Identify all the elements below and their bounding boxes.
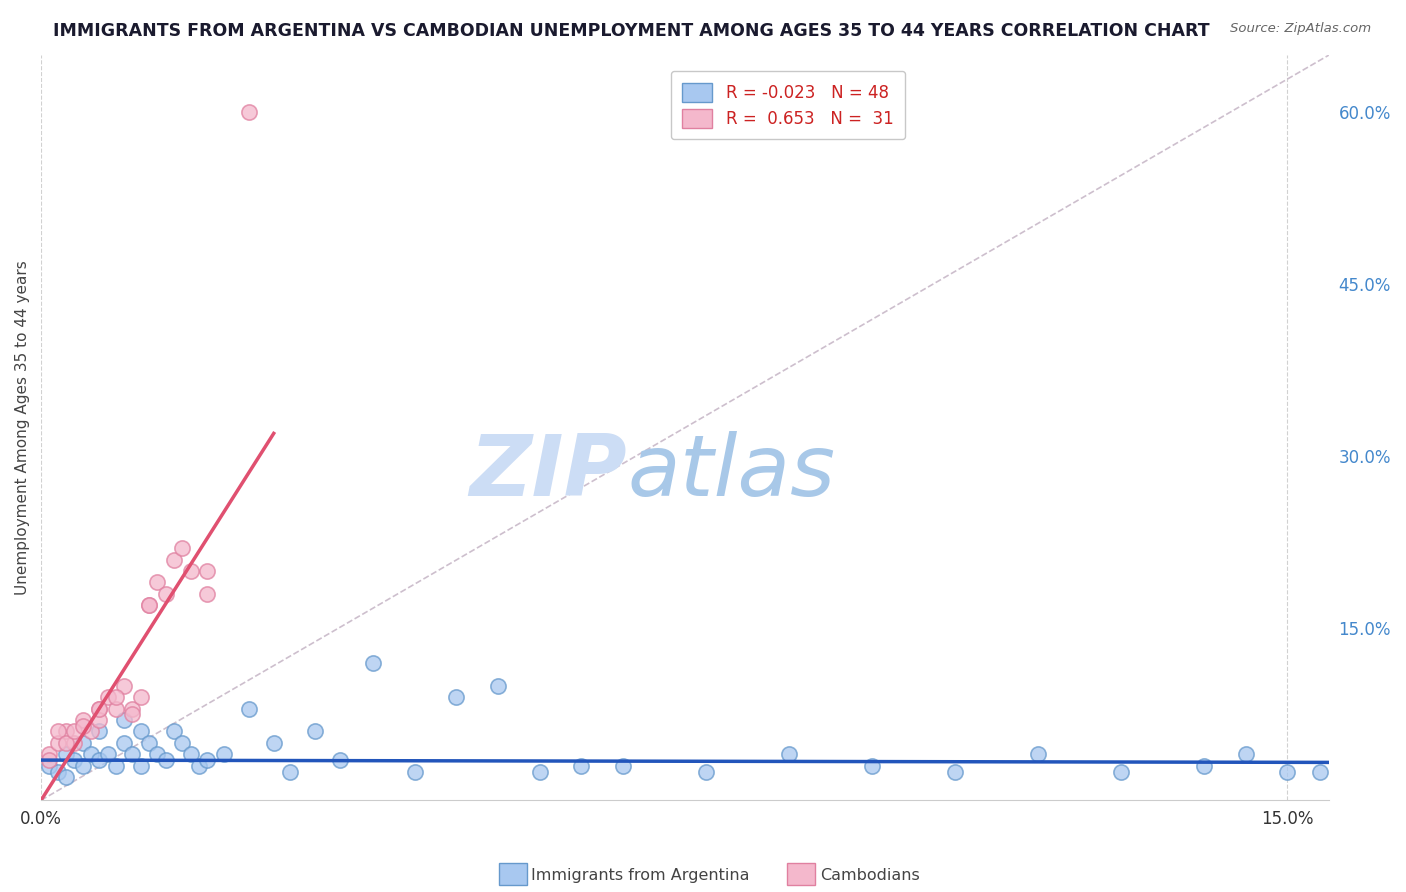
Point	[63, 753, 86, 767]
Point	[404, 764, 426, 779]
Point	[138, 599, 160, 613]
Point	[163, 552, 186, 566]
Point	[329, 753, 352, 767]
Text: ZIP: ZIP	[470, 431, 627, 514]
Point	[860, 759, 883, 773]
Point	[1234, 747, 1257, 762]
Point	[612, 759, 634, 773]
Point	[212, 747, 235, 762]
Point	[55, 747, 77, 762]
Point	[121, 701, 143, 715]
Point	[129, 690, 152, 704]
Point	[129, 759, 152, 773]
Point	[129, 724, 152, 739]
Point	[104, 690, 127, 704]
Point	[72, 713, 94, 727]
Point	[55, 724, 77, 739]
Point	[1026, 747, 1049, 762]
Text: atlas: atlas	[627, 431, 835, 514]
Point	[97, 747, 120, 762]
Point	[446, 690, 468, 704]
Point	[238, 105, 260, 120]
Point	[46, 724, 69, 739]
Point	[1309, 764, 1331, 779]
Point	[121, 707, 143, 722]
Point	[529, 764, 551, 779]
Point	[72, 719, 94, 733]
Point	[1109, 764, 1132, 779]
Point	[38, 747, 60, 762]
Point	[163, 724, 186, 739]
Point	[195, 587, 218, 601]
Point	[46, 736, 69, 750]
Point	[112, 713, 135, 727]
Point	[1277, 764, 1299, 779]
Point	[138, 736, 160, 750]
Point	[180, 747, 202, 762]
Text: Source: ZipAtlas.com: Source: ZipAtlas.com	[1230, 22, 1371, 36]
Text: Immigrants from Argentina: Immigrants from Argentina	[531, 868, 749, 882]
Text: Cambodians: Cambodians	[820, 868, 920, 882]
Point	[55, 770, 77, 784]
Point	[89, 753, 111, 767]
Y-axis label: Unemployment Among Ages 35 to 44 years: Unemployment Among Ages 35 to 44 years	[15, 260, 30, 595]
Point	[146, 747, 169, 762]
Point	[778, 747, 800, 762]
Point	[943, 764, 966, 779]
Point	[155, 587, 177, 601]
Point	[138, 599, 160, 613]
Point	[46, 764, 69, 779]
Point	[104, 701, 127, 715]
Point	[63, 724, 86, 739]
Point	[569, 759, 592, 773]
Point	[80, 747, 103, 762]
Point	[38, 753, 60, 767]
Point	[188, 759, 211, 773]
Point	[112, 736, 135, 750]
Point	[195, 753, 218, 767]
Point	[146, 575, 169, 590]
Point	[180, 564, 202, 578]
Point	[304, 724, 326, 739]
Point	[121, 747, 143, 762]
Point	[89, 701, 111, 715]
Point	[195, 564, 218, 578]
Point	[172, 736, 194, 750]
Legend: R = -0.023   N = 48, R =  0.653   N =  31: R = -0.023 N = 48, R = 0.653 N = 31	[671, 71, 905, 139]
Point	[89, 701, 111, 715]
Text: IMMIGRANTS FROM ARGENTINA VS CAMBODIAN UNEMPLOYMENT AMONG AGES 35 TO 44 YEARS CO: IMMIGRANTS FROM ARGENTINA VS CAMBODIAN U…	[53, 22, 1211, 40]
Point	[238, 701, 260, 715]
Point	[263, 736, 285, 750]
Point	[104, 759, 127, 773]
Point	[89, 713, 111, 727]
Point	[72, 736, 94, 750]
Point	[695, 764, 717, 779]
Point	[172, 541, 194, 555]
Point	[80, 724, 103, 739]
Point	[486, 679, 509, 693]
Point	[89, 724, 111, 739]
Point	[112, 679, 135, 693]
Point	[1192, 759, 1215, 773]
Point	[63, 736, 86, 750]
Point	[363, 656, 385, 670]
Point	[38, 759, 60, 773]
Point	[55, 736, 77, 750]
Point	[72, 759, 94, 773]
Point	[97, 690, 120, 704]
Point	[155, 753, 177, 767]
Point	[278, 764, 301, 779]
